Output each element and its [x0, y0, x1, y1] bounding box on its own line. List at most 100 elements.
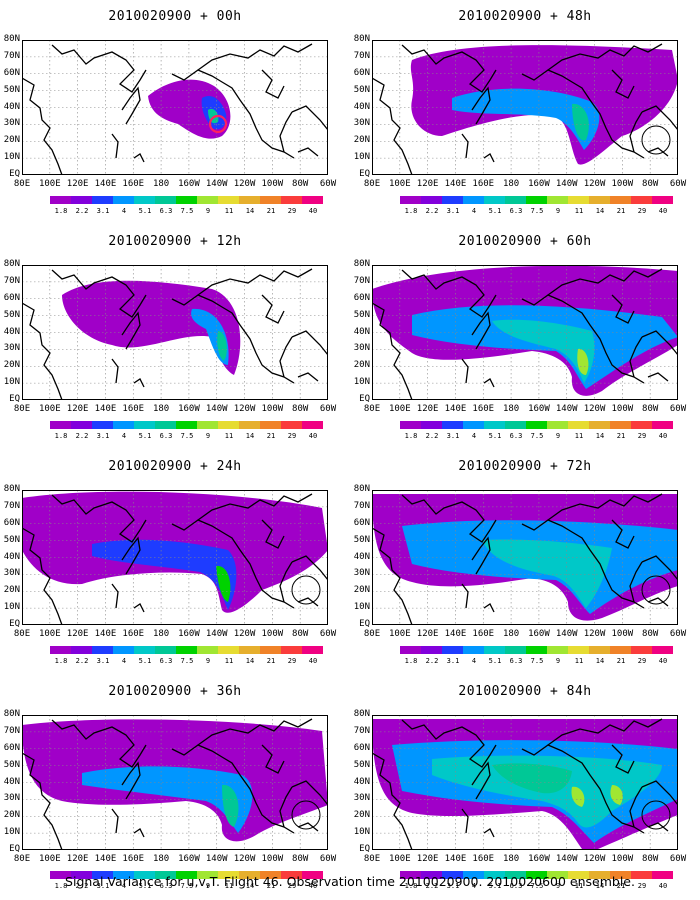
variance-contour-2 — [217, 331, 227, 361]
colorbar-label: 11 — [574, 207, 584, 215]
colorbar-label: 40 — [308, 432, 318, 440]
lon-label: 100E — [38, 179, 61, 189]
colorbar-swatch — [71, 196, 92, 204]
colorbar-swatch — [155, 871, 176, 879]
colorbar-swatch — [652, 871, 673, 879]
colorbar-swatch — [484, 196, 505, 204]
colorbar-label: 6.3 — [509, 207, 523, 215]
coastline — [641, 330, 678, 356]
lon-label: 100E — [388, 179, 411, 189]
colorbar-swatch — [421, 871, 442, 879]
colorbar-swatch — [113, 646, 134, 654]
colorbar-label: 5.1 — [138, 207, 152, 215]
lat-label: 30N — [3, 343, 20, 354]
colorbar-swatch — [50, 196, 71, 204]
colorbar-label: 7.5 — [530, 432, 544, 440]
colorbar-label: 2.2 — [425, 657, 439, 665]
colorbar-swatch — [610, 871, 631, 879]
colorbar-label: 1.8 — [404, 882, 418, 890]
colorbar-swatch — [197, 646, 218, 654]
colorbar-label: 4 — [121, 432, 127, 440]
colorbar-label: 14 — [245, 432, 255, 440]
lat-label: 70N — [353, 275, 370, 286]
coastline — [22, 77, 63, 175]
coastline — [291, 780, 328, 806]
lat-label: 60N — [353, 517, 370, 528]
coastline — [372, 302, 413, 400]
lon-label: 140W — [205, 179, 228, 189]
lat-label: 40N — [353, 551, 370, 562]
coastline — [401, 44, 497, 93]
lat-label: EQ — [359, 169, 370, 179]
lon-label: 140W — [555, 179, 578, 189]
colorbar-swatch — [239, 421, 260, 429]
lon-label: 140W — [205, 404, 228, 414]
lat-label: 20N — [353, 585, 370, 596]
colorbar-label: 3.1 — [446, 657, 460, 665]
variance-contour-5 — [610, 785, 623, 805]
colorbar-swatch — [547, 421, 568, 429]
colorbar-swatch — [176, 196, 197, 204]
colorbar-swatch — [176, 421, 197, 429]
lat-label: 70N — [353, 725, 370, 736]
colorbar-label: 9 — [555, 432, 561, 440]
lon-label: 120W — [233, 179, 256, 189]
colorbar-swatch — [92, 196, 113, 204]
coastline — [461, 133, 469, 159]
map-frame — [372, 40, 678, 175]
lat-label: 20N — [3, 810, 20, 821]
map-panel: 2010020900 + 72h 80N 70N 60N 50N 40N 30N 20N 10N… — [350, 450, 700, 675]
coastline — [261, 69, 285, 99]
colorbar-swatch — [218, 421, 239, 429]
lon-label: 120W — [583, 854, 606, 864]
colorbar-swatch — [589, 646, 610, 654]
coastline — [471, 761, 491, 800]
colorbar-label: 11 — [224, 207, 234, 215]
colorbar-swatch — [260, 421, 281, 429]
lon-label: 160E — [122, 179, 145, 189]
lat-label: 50N — [353, 534, 370, 545]
lat-label: 70N — [3, 500, 20, 511]
colorbar-label: 2.2 — [75, 657, 89, 665]
coastline — [647, 597, 669, 607]
colorbar — [50, 646, 323, 654]
colorbar-swatch — [589, 871, 610, 879]
colorbar-label: 29 — [287, 657, 297, 665]
lon-label: 140E — [94, 854, 117, 864]
lon-label: 140W — [205, 629, 228, 639]
variance-contour-2 — [216, 565, 231, 602]
lon-label: 160W — [178, 629, 200, 639]
coastline — [471, 86, 491, 125]
colorbar-label: 40 — [308, 657, 318, 665]
map-frame — [22, 265, 328, 400]
coastline — [197, 493, 313, 521]
colorbar-label: 21 — [616, 207, 626, 215]
colorbar-swatch — [218, 646, 239, 654]
colorbar-label: 40 — [658, 207, 668, 215]
lat-label: 50N — [3, 84, 20, 95]
lat-label: 60N — [3, 292, 20, 303]
lon-label: 180 — [502, 854, 520, 864]
lon-label: 60W — [319, 854, 337, 864]
panel-title: 2010020900 + 48h — [458, 9, 592, 24]
colorbar-label: 3.1 — [96, 432, 110, 440]
lat-label: 30N — [353, 793, 370, 804]
lon-label: 100W — [261, 854, 284, 864]
observation-circle — [641, 125, 671, 155]
lon-label: 120W — [583, 629, 606, 639]
coastline — [647, 147, 669, 157]
lon-label: 160W — [528, 179, 550, 189]
lat-label: 80N — [3, 34, 20, 44]
variance-contour-2 — [492, 319, 595, 383]
colorbar-swatch — [113, 421, 134, 429]
colorbar-swatch — [260, 196, 281, 204]
coastline — [51, 44, 147, 93]
lon-label: 160E — [122, 854, 145, 864]
variance-contour-1 — [82, 766, 253, 833]
coastline — [22, 527, 63, 625]
lon-label: 60W — [669, 854, 687, 864]
lon-label: 160E — [472, 179, 495, 189]
map-panel: 2010020900 + 36h 80N 70N 60N 50N 40N 30N 20N 10N… — [0, 675, 350, 900]
colorbar-swatch — [652, 196, 673, 204]
colorbar-swatch — [463, 871, 484, 879]
